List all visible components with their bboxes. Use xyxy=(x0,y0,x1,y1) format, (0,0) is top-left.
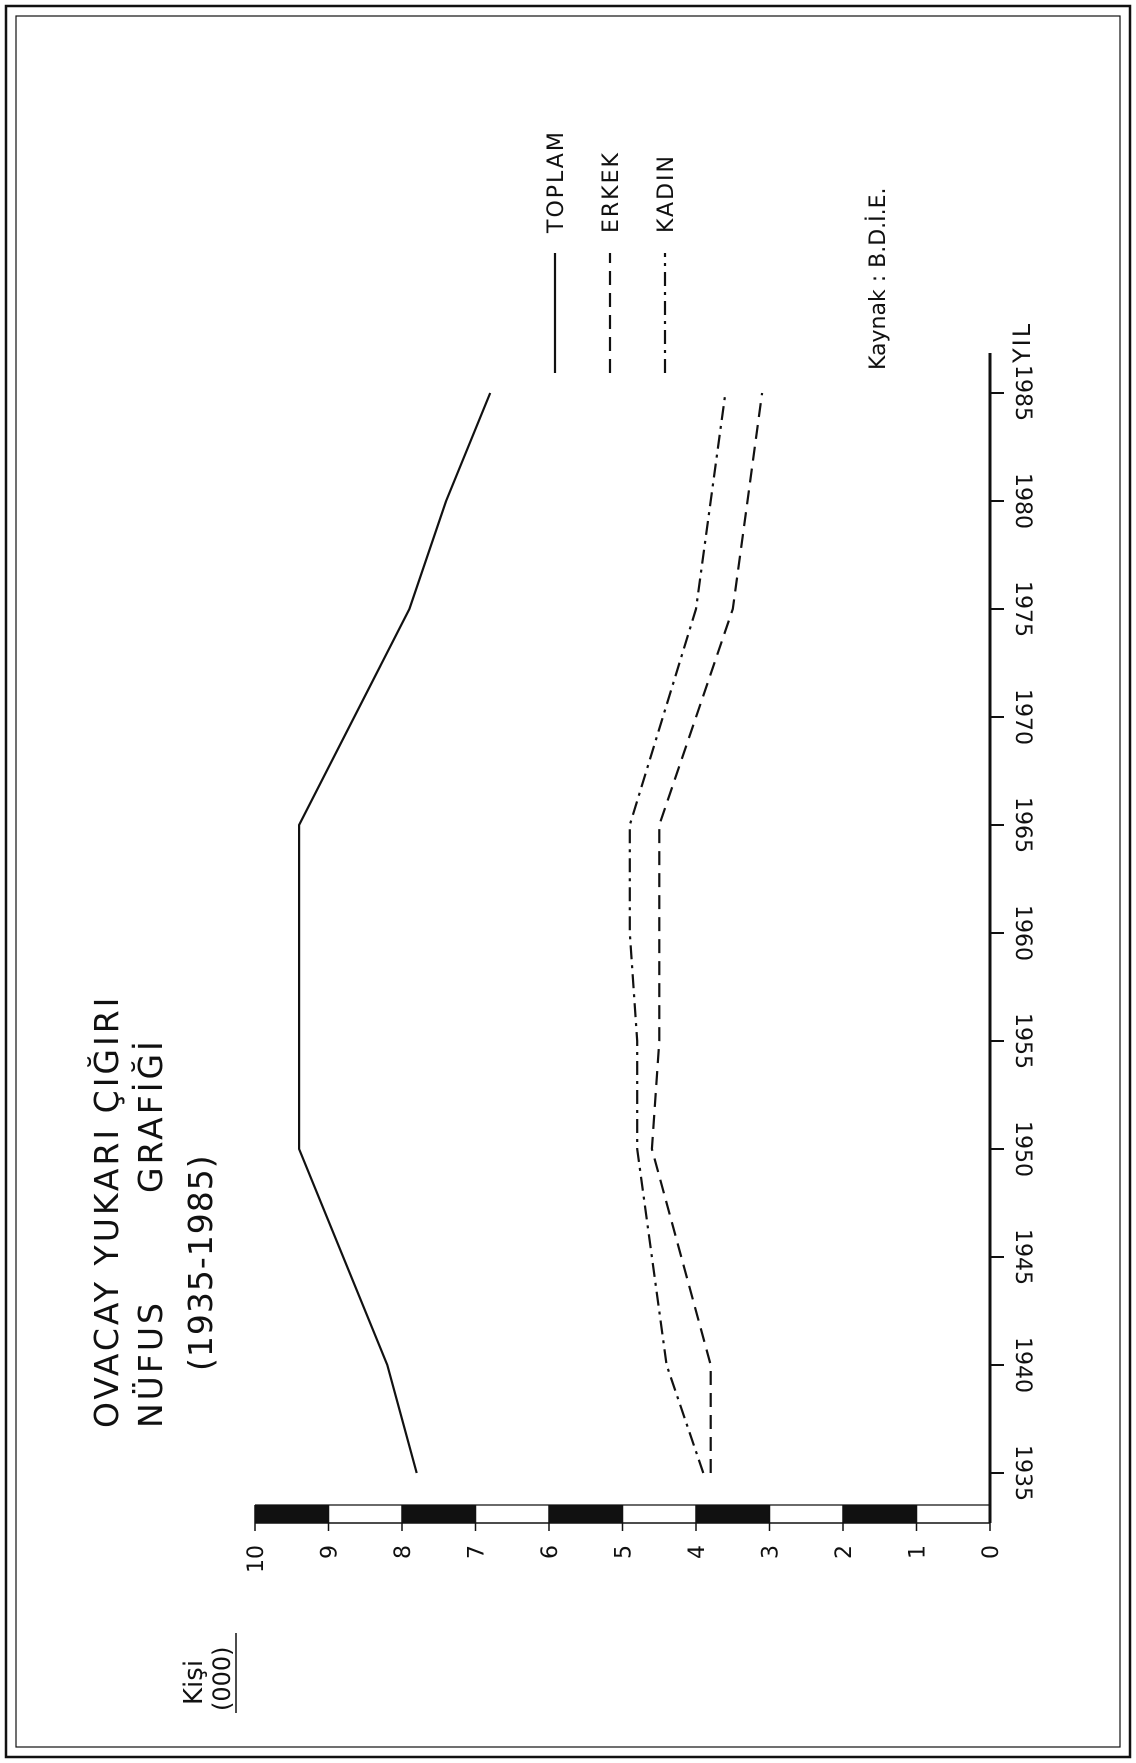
x-axis-ticks: 1935 1940 1945 1950 1955 1960 1965 1970 1975 1980… xyxy=(990,365,1035,1501)
y-tick-label: 4 xyxy=(685,1545,710,1559)
y-tick-label: 3 xyxy=(759,1545,784,1559)
legend-label-toplam: TOPLAM xyxy=(544,130,569,234)
y-axis-band xyxy=(843,1505,917,1523)
y-axis-band xyxy=(255,1505,329,1523)
y-tick-label: 7 xyxy=(465,1545,490,1559)
y-axis-ticks: 0 1 2 3 4 5 6 7 8 9 10 xyxy=(244,1505,1004,1573)
outer-frame xyxy=(4,4,1132,1759)
chart-subtitle-3: (1935-1985) xyxy=(181,1154,220,1371)
y-tick-label: 5 xyxy=(612,1545,637,1559)
series-line-kadin xyxy=(628,392,727,1474)
legend-label-kadin: KADIN xyxy=(654,154,679,233)
y-tick-label: 6 xyxy=(538,1545,563,1559)
y-axis-unit: (000) xyxy=(208,1646,236,1711)
legend: TOPLAM ERKEK KADIN xyxy=(544,130,679,373)
x-tick-label: 1975 xyxy=(1010,581,1035,637)
x-tick-label: 1950 xyxy=(1010,1121,1035,1177)
y-tick-label: 1 xyxy=(906,1545,931,1559)
y-tick-label: 8 xyxy=(391,1545,416,1559)
x-tick-label: 1945 xyxy=(1010,1229,1035,1285)
series-line-toplam xyxy=(298,392,492,1474)
x-tick-label: 1985 xyxy=(1010,365,1035,421)
chart-subtitle-1: NÜFUS xyxy=(130,1300,170,1428)
y-tick-label: 2 xyxy=(832,1545,857,1559)
y-tick-label: 0 xyxy=(979,1545,1004,1559)
x-axis-label: YIL xyxy=(1008,322,1036,364)
legend-label-erkek: ERKEK xyxy=(599,151,624,233)
x-tick-label: 1970 xyxy=(1010,689,1035,745)
y-axis-band xyxy=(402,1505,476,1523)
inner-frame xyxy=(15,15,1121,1748)
y-axis-label: Kişi xyxy=(179,1660,209,1705)
chart-subtitle-2: GRAFİĞİ xyxy=(130,1038,170,1193)
rotated-chart: 1935194019451950195519601965197019751980… xyxy=(86,130,1036,1713)
series-line-erkek xyxy=(650,392,764,1473)
y-tick-label: 10 xyxy=(244,1545,269,1573)
x-tick-label: 1980 xyxy=(1010,473,1035,529)
y-tick-label: 9 xyxy=(318,1545,343,1559)
x-tick-label: 1965 xyxy=(1010,797,1035,853)
source-note: Kaynak : B.D.İ.E. xyxy=(865,188,891,371)
x-tick-label: 1955 xyxy=(1010,1013,1035,1069)
x-tick-label: 1935 xyxy=(1010,1445,1035,1501)
chart-title: OVACAY YUKARI ÇIĞIRI xyxy=(86,995,126,1428)
series-lines xyxy=(298,392,764,1474)
y-axis-band xyxy=(549,1505,623,1523)
x-tick-label: 1940 xyxy=(1010,1337,1035,1393)
x-tick-label: 1960 xyxy=(1010,905,1035,961)
axes xyxy=(255,353,992,1524)
y-axis-band xyxy=(696,1505,770,1523)
